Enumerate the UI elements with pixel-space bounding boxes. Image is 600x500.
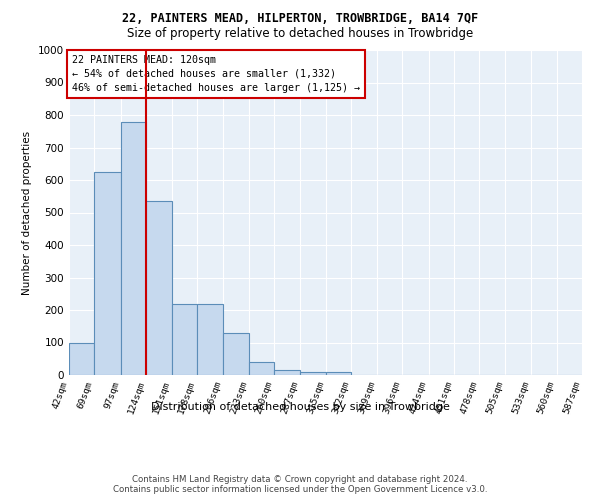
Text: Size of property relative to detached houses in Trowbridge: Size of property relative to detached ho… bbox=[127, 28, 473, 40]
Bar bbox=[69, 342, 94, 375]
Bar bbox=[197, 304, 223, 375]
Bar bbox=[326, 372, 352, 375]
Bar bbox=[299, 372, 326, 375]
Y-axis label: Number of detached properties: Number of detached properties bbox=[22, 130, 32, 294]
Text: Distribution of detached houses by size in Trowbridge: Distribution of detached houses by size … bbox=[151, 402, 449, 412]
Bar bbox=[172, 304, 197, 375]
Bar bbox=[274, 370, 299, 375]
Text: Contains HM Land Registry data © Crown copyright and database right 2024.: Contains HM Land Registry data © Crown c… bbox=[132, 475, 468, 484]
Bar bbox=[121, 122, 146, 375]
Bar bbox=[94, 172, 121, 375]
Bar bbox=[223, 333, 249, 375]
Text: 22 PAINTERS MEAD: 120sqm
← 54% of detached houses are smaller (1,332)
46% of sem: 22 PAINTERS MEAD: 120sqm ← 54% of detach… bbox=[71, 55, 359, 93]
Text: Contains public sector information licensed under the Open Government Licence v3: Contains public sector information licen… bbox=[113, 484, 487, 494]
Bar bbox=[249, 362, 274, 375]
Bar bbox=[146, 201, 172, 375]
Text: 22, PAINTERS MEAD, HILPERTON, TROWBRIDGE, BA14 7QF: 22, PAINTERS MEAD, HILPERTON, TROWBRIDGE… bbox=[122, 12, 478, 26]
